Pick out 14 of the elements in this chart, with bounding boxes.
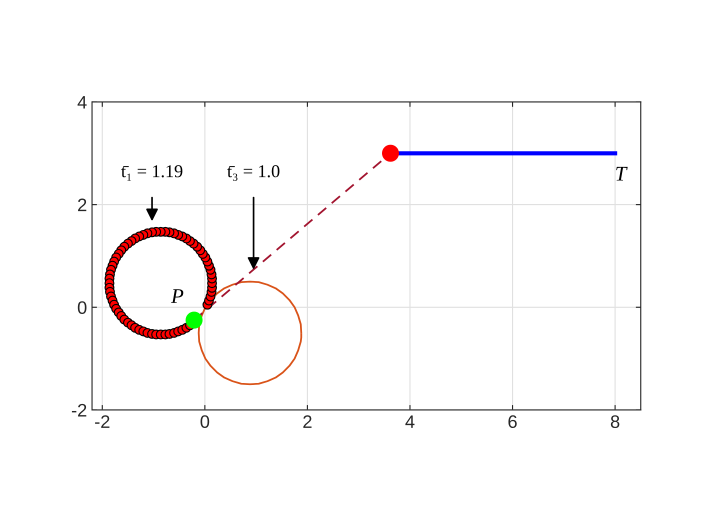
x-tick-label: 6 [508, 415, 517, 428]
y-tick-label: -2 [72, 404, 86, 416]
annotation: t̄₁ = 1.19 [121, 165, 182, 181]
x-tick-label: 2 [303, 415, 312, 428]
x-tick-label: 4 [405, 415, 414, 428]
x-tick-label: 0 [200, 415, 210, 428]
y-tick-label: 0 [78, 301, 86, 314]
x-tick-label: 8 [610, 415, 620, 428]
y-tick-label: 4 [78, 96, 87, 108]
x-tick-label: -2 [95, 415, 110, 428]
annotation: P [170, 289, 184, 303]
y-tick-label: 2 [78, 198, 86, 212]
annotation: t̄₃ = 1.0 [227, 165, 280, 181]
annotation: T [616, 166, 628, 181]
